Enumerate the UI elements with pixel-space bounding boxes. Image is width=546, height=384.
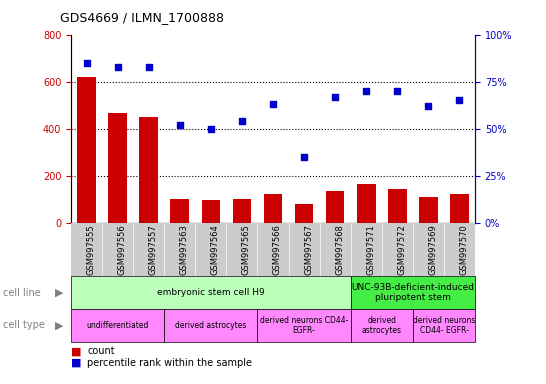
Point	[424, 103, 433, 109]
Text: GSM997567: GSM997567	[304, 224, 313, 275]
Bar	[357, 184, 376, 223]
Text: ■: ■	[71, 358, 81, 368]
Text: percentile rank within the sample: percentile rank within the sample	[87, 358, 252, 368]
Text: count: count	[87, 346, 115, 356]
Text: ▶: ▶	[55, 288, 63, 298]
Point	[331, 94, 340, 100]
Bar	[233, 199, 251, 223]
Bar	[139, 117, 158, 223]
Text: GSM997565: GSM997565	[242, 224, 251, 275]
Text: GSM997556: GSM997556	[117, 224, 127, 275]
Bar	[450, 195, 469, 223]
Text: GSM997571: GSM997571	[366, 224, 375, 275]
Text: ■: ■	[71, 346, 81, 356]
Point	[206, 126, 215, 132]
Point	[144, 63, 153, 70]
Text: derived neurons
CD44- EGFR-: derived neurons CD44- EGFR-	[413, 316, 475, 335]
Bar	[295, 204, 313, 223]
Text: GSM997564: GSM997564	[211, 224, 220, 275]
Text: GSM997568: GSM997568	[335, 224, 344, 275]
Point	[393, 88, 402, 94]
Text: cell type: cell type	[3, 320, 45, 331]
Point	[82, 60, 91, 66]
Text: GSM997566: GSM997566	[273, 224, 282, 275]
Point	[175, 122, 184, 128]
Bar	[77, 77, 96, 223]
Text: GSM997572: GSM997572	[397, 224, 406, 275]
Point	[362, 88, 371, 94]
Text: GSM997570: GSM997570	[460, 224, 468, 275]
Bar	[170, 199, 189, 223]
Text: UNC-93B-deficient-induced
pluripotent stem: UNC-93B-deficient-induced pluripotent st…	[352, 283, 474, 303]
Text: GSM997563: GSM997563	[180, 224, 189, 275]
Point	[455, 98, 464, 104]
Text: GSM997555: GSM997555	[86, 224, 96, 275]
Text: GDS4669 / ILMN_1700888: GDS4669 / ILMN_1700888	[60, 12, 224, 25]
Point	[269, 101, 277, 107]
Bar	[419, 197, 438, 223]
Bar	[264, 195, 282, 223]
Text: GSM997569: GSM997569	[429, 224, 437, 275]
Point	[300, 154, 308, 160]
Text: undifferentiated: undifferentiated	[86, 321, 149, 330]
Point	[113, 63, 122, 70]
Bar	[326, 191, 345, 223]
Text: embryonic stem cell H9: embryonic stem cell H9	[157, 288, 265, 297]
Text: derived
astrocytes: derived astrocytes	[362, 316, 402, 335]
Text: derived astrocytes: derived astrocytes	[175, 321, 247, 330]
Text: ▶: ▶	[55, 320, 63, 331]
Bar	[388, 189, 407, 223]
Text: GSM997557: GSM997557	[149, 224, 158, 275]
Point	[238, 118, 246, 124]
Text: derived neurons CD44-
EGFR-: derived neurons CD44- EGFR-	[260, 316, 348, 335]
Bar	[108, 113, 127, 223]
Bar	[201, 200, 220, 223]
Text: cell line: cell line	[3, 288, 40, 298]
